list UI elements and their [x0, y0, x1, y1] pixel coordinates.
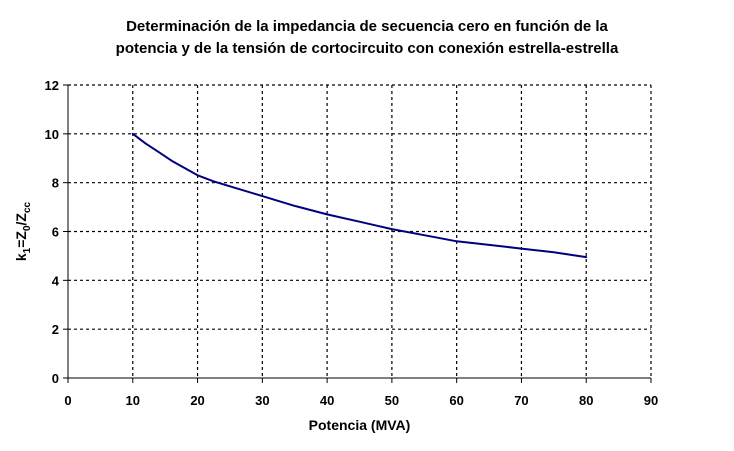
- x-tick-label: 0: [64, 393, 71, 408]
- x-tick-label: 50: [385, 393, 399, 408]
- y-tick-label: 8: [52, 176, 59, 191]
- y-axis-title: k1=Z0/Zcc: [13, 201, 33, 261]
- y-axis-title-subscript: cc: [22, 201, 33, 213]
- y-tick-label: 0: [52, 371, 59, 386]
- x-tick-label: 80: [579, 393, 593, 408]
- x-tick-label: 10: [126, 393, 140, 408]
- y-axis-title-part: k: [13, 253, 29, 261]
- x-axis-title: Potencia (MVA): [309, 417, 411, 433]
- chart-title: Determinación de la impedancia de secuen…: [0, 16, 734, 60]
- y-axis-title-subscript: 0: [22, 225, 33, 231]
- y-tick-label: 10: [45, 127, 59, 142]
- chart-title-line-2: potencia y de la tensión de cortocircuit…: [115, 40, 619, 57]
- x-tick-label: 40: [320, 393, 334, 408]
- y-axis-title-part: /Z: [13, 213, 29, 226]
- x-tick-label: 60: [449, 393, 463, 408]
- series-layer: [131, 132, 588, 259]
- x-tick-label: 70: [514, 393, 528, 408]
- axes: [63, 84, 652, 383]
- x-tick-label: 30: [255, 393, 269, 408]
- grid-lines: [68, 84, 652, 378]
- y-axis-title-part: =Z: [13, 231, 29, 248]
- tick-labels: 0 2 4 6 8 10 12 0 10 20 30 40 50 60 70 80 90: [45, 78, 659, 408]
- y-tick-label: 4: [52, 273, 60, 288]
- series-line: [131, 132, 588, 259]
- y-tick-label: 2: [52, 322, 59, 337]
- y-axis-title-subscript: 1: [22, 247, 33, 253]
- chart-title-line-1: Determinación de la impedancia de secuen…: [126, 18, 608, 35]
- y-tick-label: 6: [52, 225, 59, 240]
- x-tick-label: 90: [644, 393, 658, 408]
- x-tick-label: 20: [190, 393, 204, 408]
- y-tick-label: 12: [45, 78, 59, 93]
